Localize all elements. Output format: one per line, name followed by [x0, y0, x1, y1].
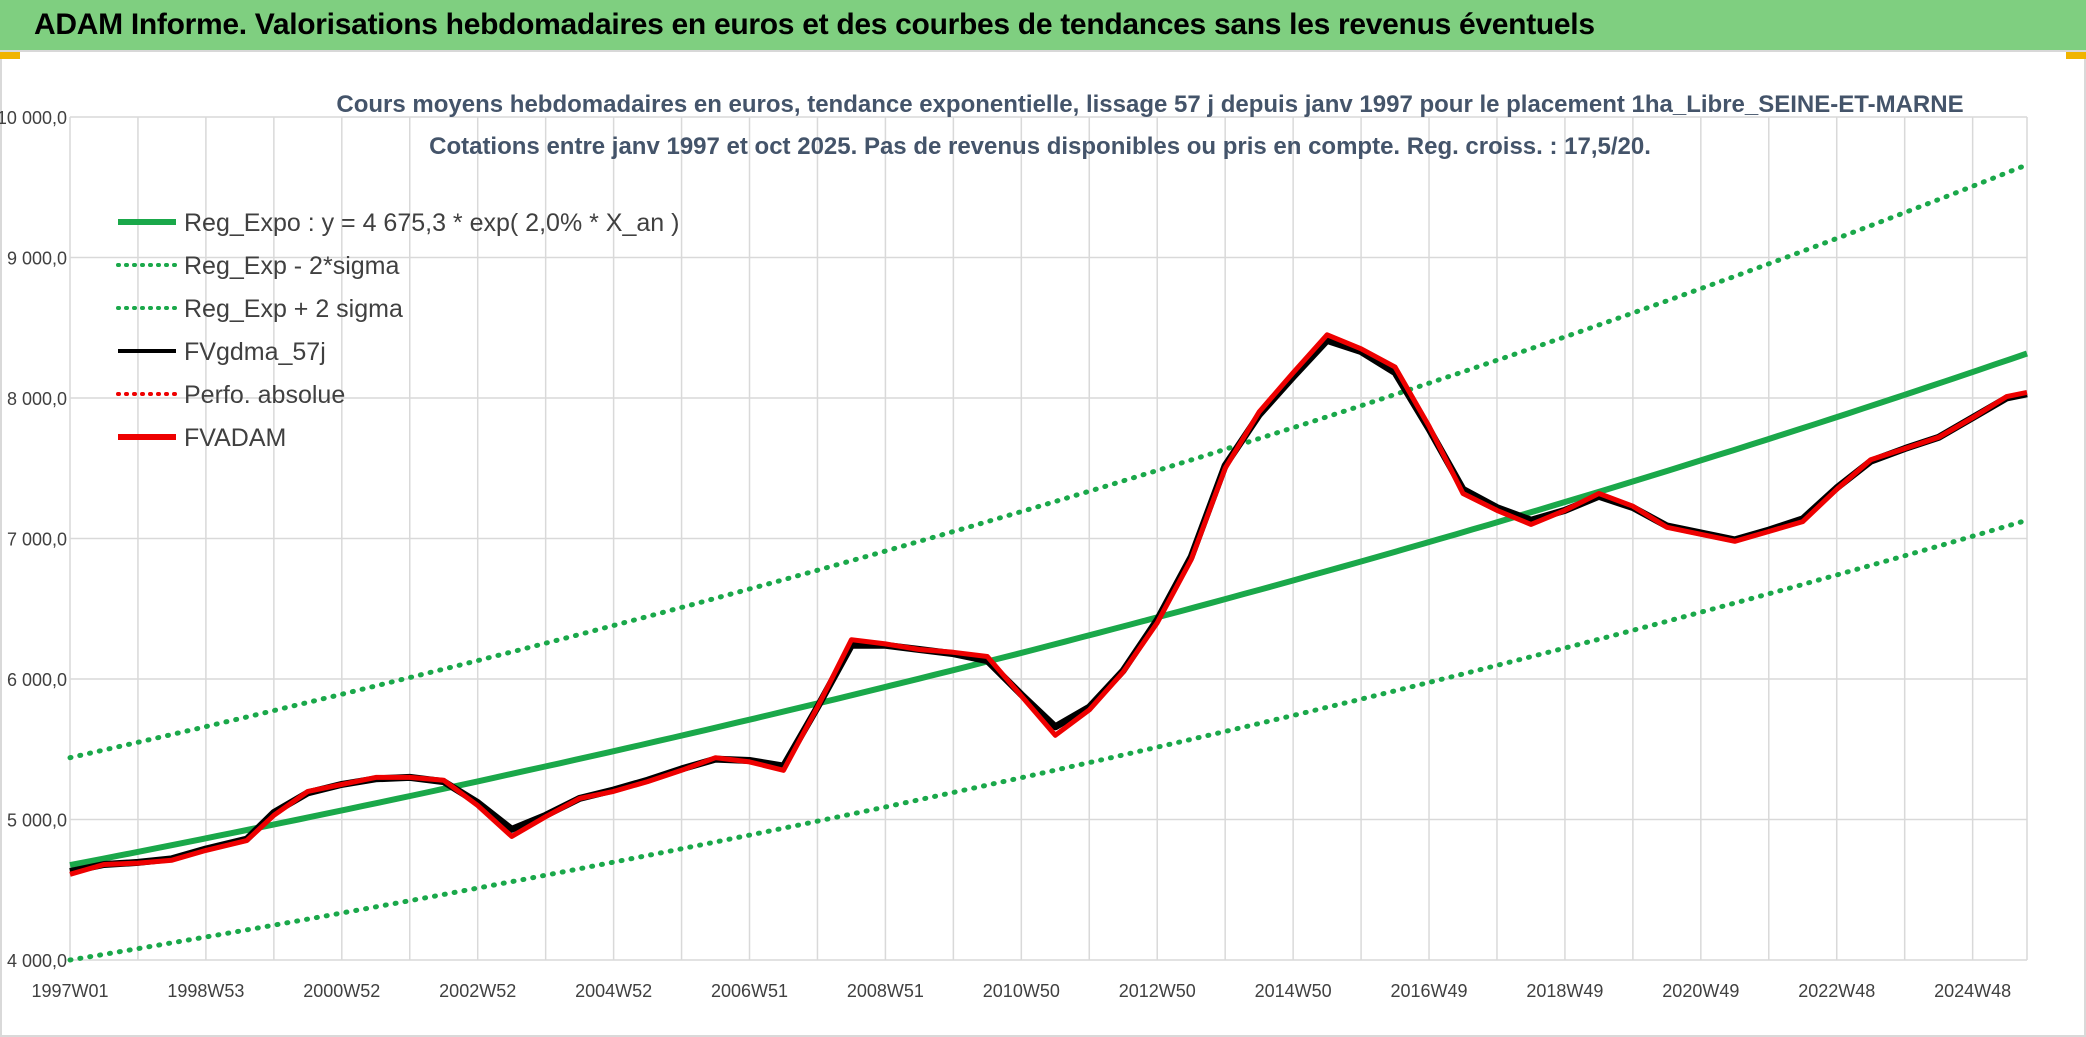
series-reg-exp-minus-2-sigma [67, 517, 2030, 963]
legend-label: FVgdma_57j [184, 338, 326, 366]
y-tick-label: 6 000,0 [7, 670, 67, 690]
legend-label: Perfo. absolue [184, 381, 345, 409]
legend-label: FVADAM [184, 424, 286, 452]
x-tick-label: 2020W49 [1662, 981, 1739, 1001]
legend-label: Reg_Exp - 2*sigma [184, 252, 399, 280]
series-reg-exp-plus-2-sigma [67, 162, 2030, 761]
x-tick-label: 2014W50 [1255, 981, 1332, 1001]
x-tick-label: 2022W48 [1798, 981, 1875, 1001]
y-tick-label: 8 000,0 [7, 389, 67, 409]
frame-left [0, 59, 2, 1037]
x-tick-label: 2004W52 [575, 981, 652, 1001]
x-tick-label: 1998W53 [167, 981, 244, 1001]
x-tick-label: 2000W52 [303, 981, 380, 1001]
corner-marker-right [2066, 52, 2086, 59]
chart-subtitle: Cotations entre janv 1997 et oct 2025. P… [429, 133, 1651, 160]
x-tick-label: 2006W51 [711, 981, 788, 1001]
y-tick-label: 4 000,0 [7, 951, 67, 971]
x-tick-label: 2008W51 [847, 981, 924, 1001]
y-tick-label: 5 000,0 [7, 811, 67, 831]
x-tick-label: 2024W48 [1934, 981, 2011, 1001]
series-reg-expo [69, 350, 2028, 869]
y-tick-label: 7 000,0 [7, 530, 67, 550]
corner-marker-left [0, 52, 20, 59]
x-tick-label: 2018W49 [1526, 981, 1603, 1001]
frame-bottom [0, 1035, 2086, 1037]
grid [69, 116, 2028, 961]
x-tick-label: 1997W01 [31, 981, 108, 1001]
axes: 4 000,0 5 000,0 6 000,0 7 000,0 8 000,0 9 000… [0, 108, 2011, 1001]
x-tick-label: 2010W50 [983, 981, 1060, 1001]
legend-label: Reg_Exp + 2 sigma [184, 295, 403, 323]
series-fvadam [69, 332, 2028, 877]
legend: Reg_Expo : y = 4 675,3 * exp( 2,0% * X_a… [116, 209, 679, 452]
x-tick-label: 2012W50 [1119, 981, 1196, 1001]
x-tick-label: 2016W49 [1390, 981, 1467, 1001]
chart-title: Cours moyens hebdomadaires en euros, ten… [336, 91, 1963, 118]
x-tick-label: 2002W52 [439, 981, 516, 1001]
report-header: ADAM Informe. Valorisations hebdomadaire… [0, 0, 2086, 52]
y-tick-label: 10 000,0 [0, 108, 67, 128]
report-title: ADAM Informe. Valorisations hebdomadaire… [34, 8, 1595, 41]
legend-label: Reg_Expo : y = 4 675,3 * exp( 2,0% * X_a… [184, 209, 679, 237]
series-layer [67, 162, 2030, 963]
frame-right [2084, 59, 2086, 1037]
y-tick-label: 9 000,0 [7, 249, 67, 269]
